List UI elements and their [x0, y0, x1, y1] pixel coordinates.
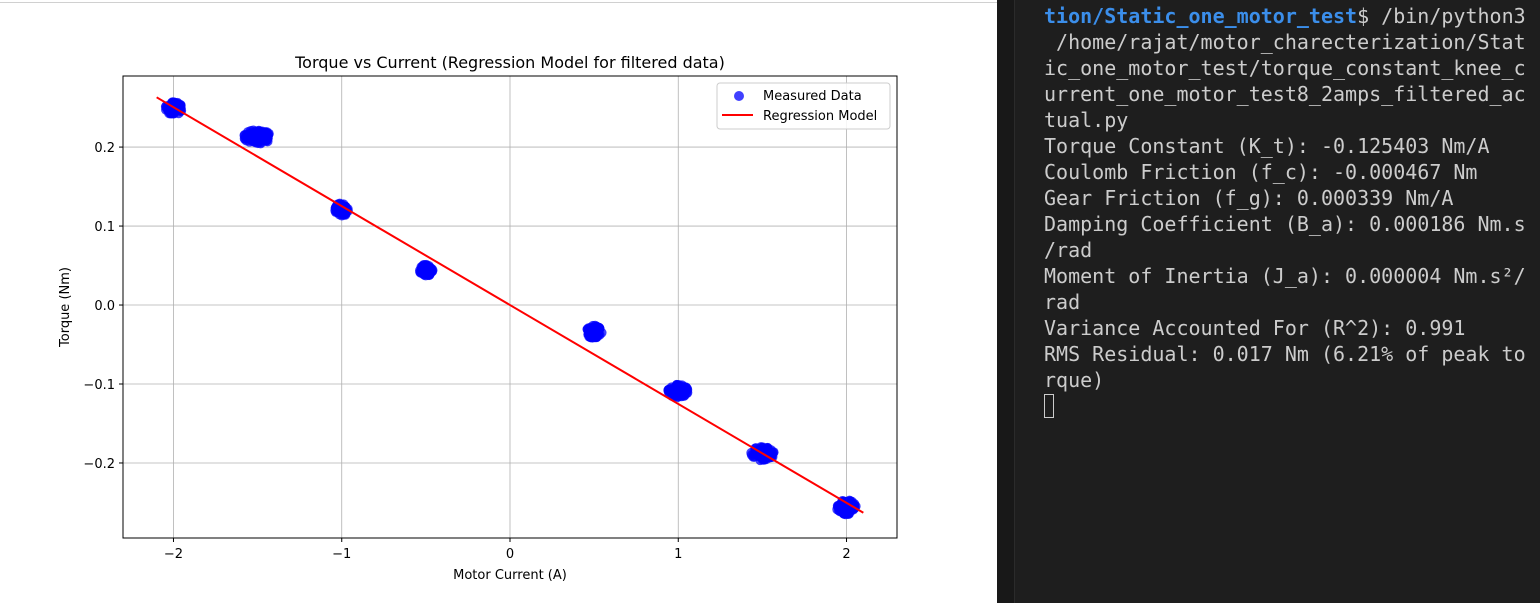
tick-layer: −2 −1 0 1 2 −0.2 −0.1 0.0 0.1 0.2 [83, 141, 850, 562]
y-tick-label: −0.1 [83, 378, 115, 393]
data-point [663, 384, 674, 395]
terminal-gutter [997, 0, 1015, 603]
regression-line [156, 96, 864, 514]
x-tick-label: 1 [674, 547, 682, 562]
terminal-output-line: Moment of Inertia (J_a): 0.000004 Nm.s²/ [1044, 264, 1526, 288]
terminal-output-line: /home/rajat/motor_charecterization/Stat [1044, 30, 1526, 54]
window-top-border [0, 2, 997, 3]
chart-title: Torque vs Current (Regression Model for … [294, 53, 725, 72]
terminal-prompt-command: $ /bin/python3 [1357, 4, 1526, 28]
regression-layer [156, 96, 864, 514]
x-tick-label: 0 [506, 547, 514, 562]
x-tick-label: −2 [164, 547, 183, 562]
data-point [586, 325, 597, 336]
legend-scatter-marker [734, 91, 744, 101]
data-point [248, 128, 259, 139]
terminal-output-line: urrent_one_motor_test8_2amps_filtered_ac [1044, 82, 1526, 106]
terminal-output-line: rad [1044, 290, 1081, 314]
terminal-output: tion/Static_one_motor_test$ /bin/python3… [1044, 3, 1534, 419]
terminal-output-line: Damping Coefficient (B_a): 0.000186 Nm.s [1044, 212, 1526, 236]
terminal-output-line: tual.py [1044, 108, 1129, 132]
terminal-output-line: rque) [1044, 368, 1105, 392]
terminal-output-line: /rad [1044, 238, 1093, 262]
terminal-output-line: Gear Friction (f_g): 0.000339 Nm/A [1044, 186, 1454, 210]
plot-window: −2 −1 0 1 2 −0.2 −0.1 0.0 0.1 0.2 Torque vs Curre… [0, 2, 997, 583]
data-point [425, 267, 436, 278]
data-point [255, 137, 266, 148]
legend: Measured Data Regression Model [716, 82, 891, 130]
data-point [674, 391, 685, 402]
terminal-output-line: Coulomb Friction (f_c): -0.000467 Nm [1044, 160, 1478, 184]
y-tick-label: 0.0 [94, 299, 115, 314]
terminal-output-line: Torque Constant (K_t): -0.125403 Nm/A [1044, 134, 1490, 158]
x-tick-label: −1 [332, 547, 351, 562]
y-tick-label: −0.2 [83, 457, 115, 472]
data-point [674, 380, 685, 391]
terminal-output-line: RMS Residual: 0.017 Nm (6.21% of peak to [1044, 342, 1526, 366]
legend-box [716, 82, 891, 130]
legend-label-measured: Measured Data [763, 89, 862, 104]
terminal-output-line: ic_one_motor_test/torque_constant_knee_c [1044, 56, 1526, 80]
terminal-prompt-path: tion/Static_one_motor_test [1044, 4, 1358, 28]
y-axis-label: Torque (Nm) [58, 267, 73, 348]
terminal-panel[interactable]: tion/Static_one_motor_test$ /bin/python3… [997, 0, 1540, 603]
data-point [241, 135, 252, 146]
terminal-output-line: Variance Accounted For (R^2): 0.991 [1044, 316, 1466, 340]
torque-current-chart: −2 −1 0 1 2 −0.2 −0.1 0.0 0.1 0.2 Torque vs Curre… [58, 53, 898, 583]
data-point [262, 133, 273, 144]
x-axis-label: Motor Current (A) [453, 568, 567, 583]
y-tick-label: 0.2 [94, 141, 115, 156]
terminal-cursor[interactable] [1044, 394, 1054, 418]
y-tick-label: 0.1 [94, 220, 115, 235]
legend-label-regression: Regression Model [763, 109, 877, 124]
x-tick-label: 2 [842, 547, 850, 562]
